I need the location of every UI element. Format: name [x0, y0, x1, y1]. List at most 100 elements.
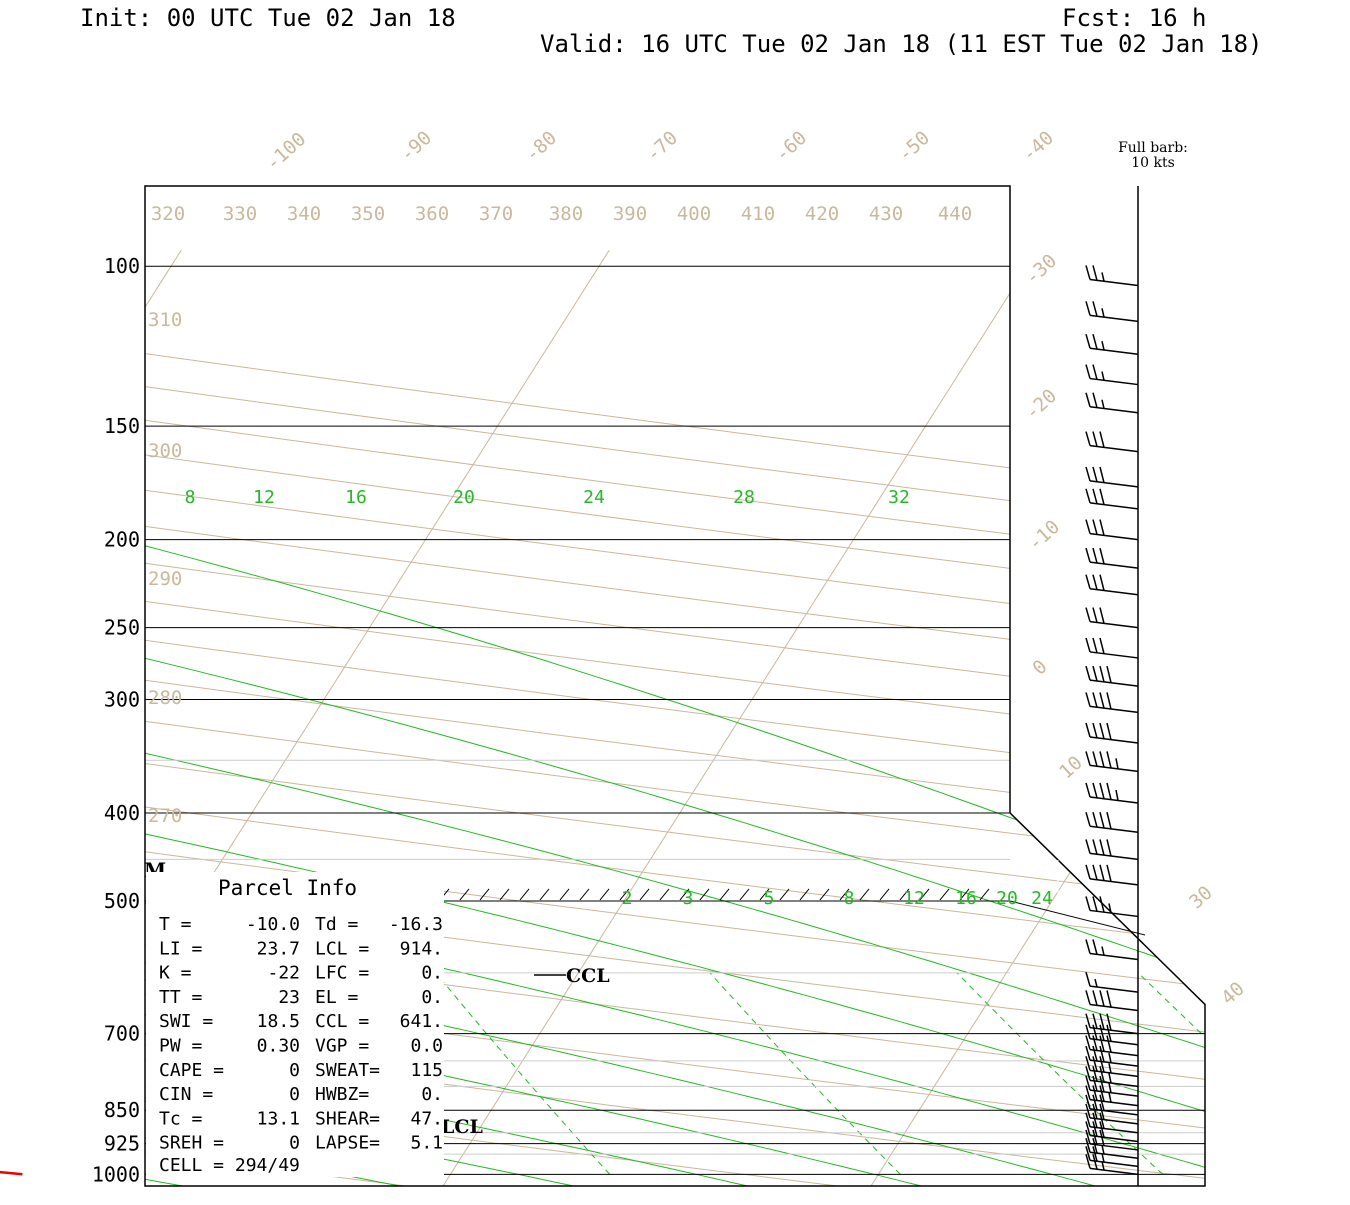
wind-barb [1085, 1066, 1139, 1088]
theta-label: 410 [741, 203, 775, 225]
wind-barb [1085, 574, 1139, 596]
theta-label: 300 [148, 440, 182, 462]
valid-time: Valid: 16 UTC Tue 02 Jan 18 (11 EST Tue … [540, 30, 1262, 58]
barb-staff [1089, 347, 1139, 355]
barb-flag-full [1099, 864, 1105, 881]
barb-flag-full [1085, 1112, 1091, 1127]
parcel-value: 13.1 [257, 1108, 300, 1129]
wind-barb [1085, 692, 1139, 714]
parcel-value: 47. [410, 1108, 443, 1129]
barb-staff [1089, 1069, 1139, 1078]
barb-flag-full [1099, 1035, 1105, 1052]
theta-label: 380 [549, 203, 583, 225]
init-time: Init: 00 UTC Tue 02 Jan 18 [80, 4, 456, 32]
parcel-value: 0 [289, 1084, 300, 1105]
barb-flag-full [1092, 812, 1098, 828]
wind-barb [1085, 722, 1139, 744]
pressure-label: 1000 [92, 1162, 140, 1186]
parcel-value: 0. [421, 963, 443, 984]
theta-label: 320 [151, 203, 185, 225]
barb-staff [1089, 1143, 1139, 1151]
barb-flag-full [1085, 839, 1091, 854]
pressure-label: 850 [104, 1098, 140, 1122]
barb-staff [1089, 679, 1139, 687]
hatch-mark [959, 888, 970, 901]
barb-flag-full [1092, 1045, 1098, 1062]
barb-flag-half [1094, 978, 1098, 988]
barb-flag-full [1106, 751, 1112, 769]
theta-label: 310 [148, 309, 182, 331]
barb-staff [1089, 1126, 1139, 1134]
theta-label: 430 [869, 203, 903, 225]
barb-staff [1089, 1117, 1139, 1125]
isotherm-label: -80 [521, 127, 561, 166]
barb-staff [1089, 852, 1139, 861]
barb-flag-half [1108, 1052, 1112, 1063]
hatch-mark [519, 888, 530, 901]
barb-flag-full [1099, 574, 1105, 591]
wind-barb [1085, 939, 1139, 961]
wind-barb [1085, 1035, 1139, 1057]
parcel-label: CIN = [159, 1084, 213, 1105]
parcel-label: Td = [315, 914, 359, 935]
barb-flag-full [1092, 519, 1098, 535]
theta-label: 370 [479, 203, 513, 225]
barb-staff [1089, 1003, 1139, 1012]
barb-flag-full [1085, 692, 1091, 707]
moist-adiabat-line [145, 539, 1205, 1186]
barb-flag-full [1085, 782, 1091, 798]
barb-flag-full [1092, 1138, 1098, 1154]
barb-legend-line1: Full barb: [1118, 140, 1188, 156]
isotherm-label: -50 [894, 127, 934, 166]
barb-flag-full [1106, 692, 1112, 710]
barb-staff [1089, 878, 1139, 886]
barb-flag-full [1092, 692, 1098, 708]
barb-staff [1089, 1048, 1139, 1057]
ccl-label: CCL [566, 965, 610, 987]
barb-flag-full [1085, 547, 1091, 563]
parcel-label: K = [159, 963, 192, 984]
barb-flag-full [1099, 990, 1105, 1007]
plot-border [144, 185, 1206, 1187]
barb-flag-full [1092, 574, 1098, 590]
barb-flag-full [1106, 812, 1112, 829]
barb-staff [1089, 825, 1139, 833]
barb-staff [1089, 377, 1139, 386]
barb-flag-half [1108, 1082, 1112, 1093]
sounding-series [0, 1170, 23, 1176]
wind-barb [1085, 1112, 1139, 1134]
mixing-ratio-label: 24 [1031, 888, 1053, 909]
parcel-value: 115 [410, 1060, 443, 1081]
barb-flag-full [1092, 1013, 1098, 1029]
wind-barb [1085, 1129, 1139, 1151]
isotherm-label: -70 [642, 127, 682, 166]
pressure-label: 925 [104, 1132, 140, 1156]
barb-flag-full [1099, 1085, 1105, 1102]
wind-barb [1085, 334, 1139, 355]
hatch-mark [659, 888, 670, 901]
barb-staff [1089, 1038, 1139, 1046]
moist-adiabat-line [145, 539, 952, 1186]
barb-flag-full [1092, 722, 1098, 739]
barb-flag-full [1085, 334, 1091, 349]
barb-flag-full [1085, 939, 1091, 954]
barb-flag-full [1085, 392, 1091, 407]
parcel-label: HWBZ= [315, 1084, 369, 1105]
pressure-label: 300 [104, 687, 140, 711]
parcel-value: 0. [421, 1084, 443, 1105]
barb-flag-full [1099, 1056, 1105, 1073]
barb-flag-full [1092, 1094, 1098, 1110]
barb-flag-full [1099, 547, 1105, 565]
moist-adiabat-line [0, 540, 10, 1194]
wind-barb [1085, 839, 1139, 861]
parcel-label: EL = [315, 987, 359, 1008]
mixing-ratio-label: 28 [733, 487, 755, 508]
barb-flag-full [1106, 839, 1112, 857]
barb-flag-full [1092, 1075, 1098, 1092]
barb-flag-full [1092, 364, 1098, 380]
barb-staff [1089, 1098, 1139, 1107]
hatch-mark [939, 888, 950, 901]
barb-flag-full [1106, 1013, 1112, 1031]
parcel-label: CCL = [315, 1011, 369, 1032]
barb-staff [1089, 796, 1139, 804]
